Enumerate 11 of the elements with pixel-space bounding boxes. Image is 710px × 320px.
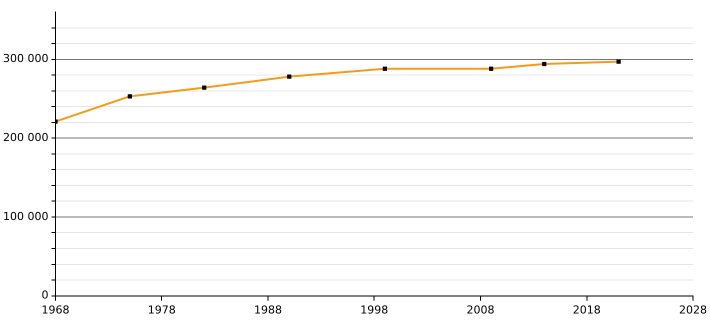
x-tick-label: 1978 [148, 303, 176, 316]
x-tick-label: 2008 [466, 303, 494, 316]
y-tick-label: 0 [41, 288, 48, 302]
x-tick-label: 2028 [679, 303, 708, 316]
x-tick-label: 2018 [572, 303, 601, 316]
y-tick-label: 300 000 [2, 52, 48, 66]
y-tick-label: 100 000 [2, 210, 48, 223]
x-tick-label: 1998 [360, 303, 388, 316]
x-tick-label: 1968 [41, 303, 70, 316]
x-tick-label: 1988 [254, 303, 282, 316]
y-tick-label: 200 000 [2, 130, 48, 144]
